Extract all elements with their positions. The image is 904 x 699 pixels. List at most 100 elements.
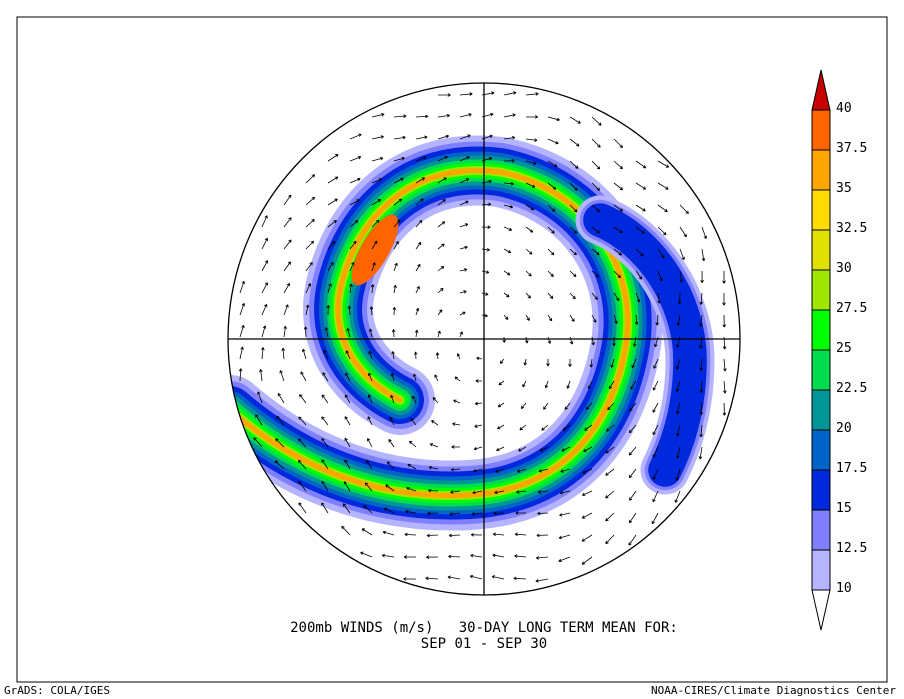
colorbar-segment xyxy=(811,429,831,471)
wind-arrow xyxy=(560,468,571,473)
colorbar-segment xyxy=(811,109,831,151)
wind-arrow xyxy=(305,261,313,272)
wind-arrow xyxy=(699,402,704,416)
wind-arrow xyxy=(326,305,330,316)
wind-arrow xyxy=(412,373,417,382)
wind-arrow xyxy=(676,424,681,437)
wind-arrow xyxy=(547,336,552,344)
wind-arrow xyxy=(283,217,292,228)
wind-arrow xyxy=(677,292,682,305)
wind-arrow xyxy=(674,490,681,503)
wind-arrow xyxy=(361,528,373,536)
wind-arrow xyxy=(559,512,571,517)
wind-arrow xyxy=(459,331,463,338)
wind-arrow xyxy=(435,352,440,360)
wind-arrow xyxy=(546,358,550,367)
wind-arrow xyxy=(498,380,505,386)
wind-arrow xyxy=(547,204,556,212)
wind-arrow xyxy=(562,424,571,431)
wind-arrow xyxy=(569,270,577,278)
wind-arrow xyxy=(525,226,534,233)
wind-arrow xyxy=(559,490,571,495)
wind-arrow xyxy=(349,199,360,206)
wind-arrow xyxy=(569,160,579,169)
wind-arrow xyxy=(584,424,593,431)
wind-arrow xyxy=(655,314,660,326)
wind-arrow xyxy=(344,437,351,448)
colorbar-segment xyxy=(811,549,831,591)
wind-arrow xyxy=(470,553,483,558)
wind-arrow xyxy=(415,135,428,140)
wind-arrow xyxy=(415,156,427,162)
wind-arrow xyxy=(547,138,559,145)
wind-arrow xyxy=(406,486,417,492)
wind-arrow xyxy=(346,328,351,338)
wind-arrow xyxy=(305,240,315,250)
wind-arrow xyxy=(323,349,329,360)
wind-arrow xyxy=(327,198,338,206)
wind-arrow xyxy=(345,350,351,360)
wind-arrow xyxy=(349,261,355,272)
wind-arrow xyxy=(537,490,549,494)
wind-arrow xyxy=(261,260,269,272)
wind-arrow xyxy=(591,138,601,148)
wind-arrow xyxy=(393,177,404,184)
wind-arrow xyxy=(321,459,329,470)
wind-arrow xyxy=(569,138,580,147)
wind-arrow xyxy=(321,437,329,448)
wind-arrow xyxy=(544,380,549,389)
wind-arrow xyxy=(525,336,529,344)
wind-arrow xyxy=(390,373,395,382)
wind-arrow xyxy=(699,292,703,305)
colorbar-label: 32.5 xyxy=(836,221,868,236)
wind-arrow xyxy=(371,156,384,162)
wind-arrow xyxy=(581,512,593,519)
wind-arrow xyxy=(370,284,375,294)
wind-arrow xyxy=(437,287,444,294)
wind-arrow xyxy=(437,93,451,97)
wind-arrow xyxy=(403,555,417,559)
wind-arrow xyxy=(561,446,571,452)
wind-arrow xyxy=(297,438,307,448)
wind-arrow xyxy=(652,380,659,391)
wind-arrow xyxy=(409,440,417,448)
colorbar-segment xyxy=(811,389,831,431)
wind-arrow xyxy=(448,554,461,559)
wind-arrow xyxy=(298,416,307,426)
wind-arrow xyxy=(566,380,571,389)
wind-arrow xyxy=(503,292,510,298)
colorbar-label: 20 xyxy=(836,421,852,436)
wind-arrow xyxy=(699,380,704,393)
wind-arrow xyxy=(452,422,461,426)
wind-arrow xyxy=(676,402,681,415)
wind-arrow xyxy=(367,438,373,448)
wind-arrow xyxy=(415,219,423,228)
wind-arrow xyxy=(437,309,443,316)
colorbar-min-triangle xyxy=(811,589,831,631)
wind-arrow xyxy=(366,460,373,470)
footer-right: NOAA-CIRES/Climate Diagnostics Center xyxy=(650,684,896,697)
wind-arrow xyxy=(261,325,267,338)
colorbar-segment xyxy=(811,149,831,191)
wind-arrow xyxy=(679,226,687,238)
wind-arrow xyxy=(414,329,419,338)
wind-arrow xyxy=(322,372,329,382)
wind-arrow xyxy=(321,480,329,492)
wind-arrow xyxy=(651,512,659,525)
plot-title-line1: 200mb WINDS (m/s) 30-DAY LONG TERM MEAN … xyxy=(290,620,678,636)
wind-arrow xyxy=(522,380,527,388)
wind-arrow xyxy=(415,307,420,316)
wind-arrow xyxy=(497,402,505,408)
wind-arrow xyxy=(679,204,689,215)
wind-arrow xyxy=(301,348,307,360)
wind-arrow xyxy=(382,530,395,536)
wind-arrow xyxy=(699,314,703,327)
wind-arrow xyxy=(657,270,663,282)
wind-arrow xyxy=(591,226,600,234)
wind-arrow xyxy=(652,424,659,435)
wind-arrow xyxy=(327,283,332,294)
wind-arrow xyxy=(437,330,441,338)
wind-arrow xyxy=(491,575,505,580)
wind-arrow xyxy=(383,507,395,514)
wind-arrow xyxy=(437,177,447,184)
